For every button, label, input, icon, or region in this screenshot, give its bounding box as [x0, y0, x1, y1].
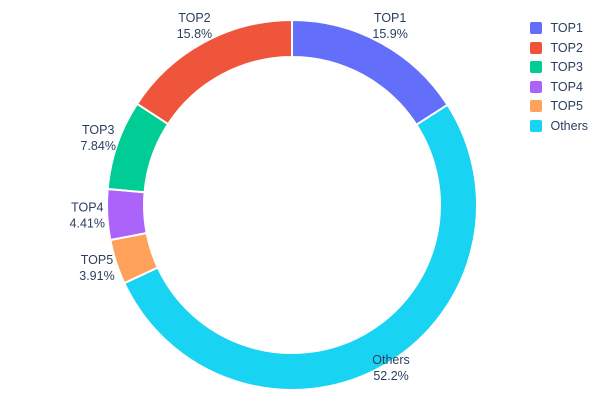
legend-item-top3[interactable]: TOP3 — [530, 61, 588, 74]
legend-item-top1[interactable]: TOP1 — [530, 22, 588, 35]
legend: TOP1 TOP2 TOP3 TOP4 TOP5 Others — [530, 22, 588, 132]
legend-label: TOP2 — [550, 40, 583, 55]
legend-swatch-icon — [530, 22, 543, 35]
pie-slice-top1[interactable] — [291, 19, 449, 126]
legend-item-others[interactable]: Others — [530, 118, 588, 133]
pie-slice-top4[interactable] — [106, 188, 148, 242]
legend-swatch-icon — [530, 119, 543, 132]
legend-label: TOP3 — [550, 60, 583, 74]
legend-swatch-icon — [530, 61, 543, 74]
legend-label: TOP4 — [550, 79, 583, 94]
slice-label-top2: TOP2 15.8% — [177, 11, 212, 41]
legend-swatch-icon — [530, 41, 543, 54]
pie-slice-top2[interactable] — [136, 19, 293, 126]
legend-swatch-icon — [530, 100, 543, 113]
legend-label: TOP1 — [550, 21, 583, 35]
legend-item-top5[interactable]: TOP5 — [530, 100, 588, 113]
legend-item-top2[interactable]: TOP2 — [530, 40, 588, 55]
legend-swatch-icon — [530, 80, 543, 93]
slice-label-top5: TOP5 3.91% — [79, 253, 114, 283]
pie-slice-others[interactable] — [123, 103, 478, 391]
legend-label: Others — [550, 118, 588, 133]
slice-label-top4: TOP4 4.41% — [70, 201, 105, 231]
slice-label-top1: TOP1 15.9% — [372, 11, 407, 41]
legend-label: TOP5 — [550, 99, 583, 113]
legend-item-top4[interactable]: TOP4 — [530, 79, 588, 94]
slice-label-others: Others 52.2% — [372, 353, 410, 383]
slice-label-top3: TOP3 7.84% — [81, 123, 116, 153]
